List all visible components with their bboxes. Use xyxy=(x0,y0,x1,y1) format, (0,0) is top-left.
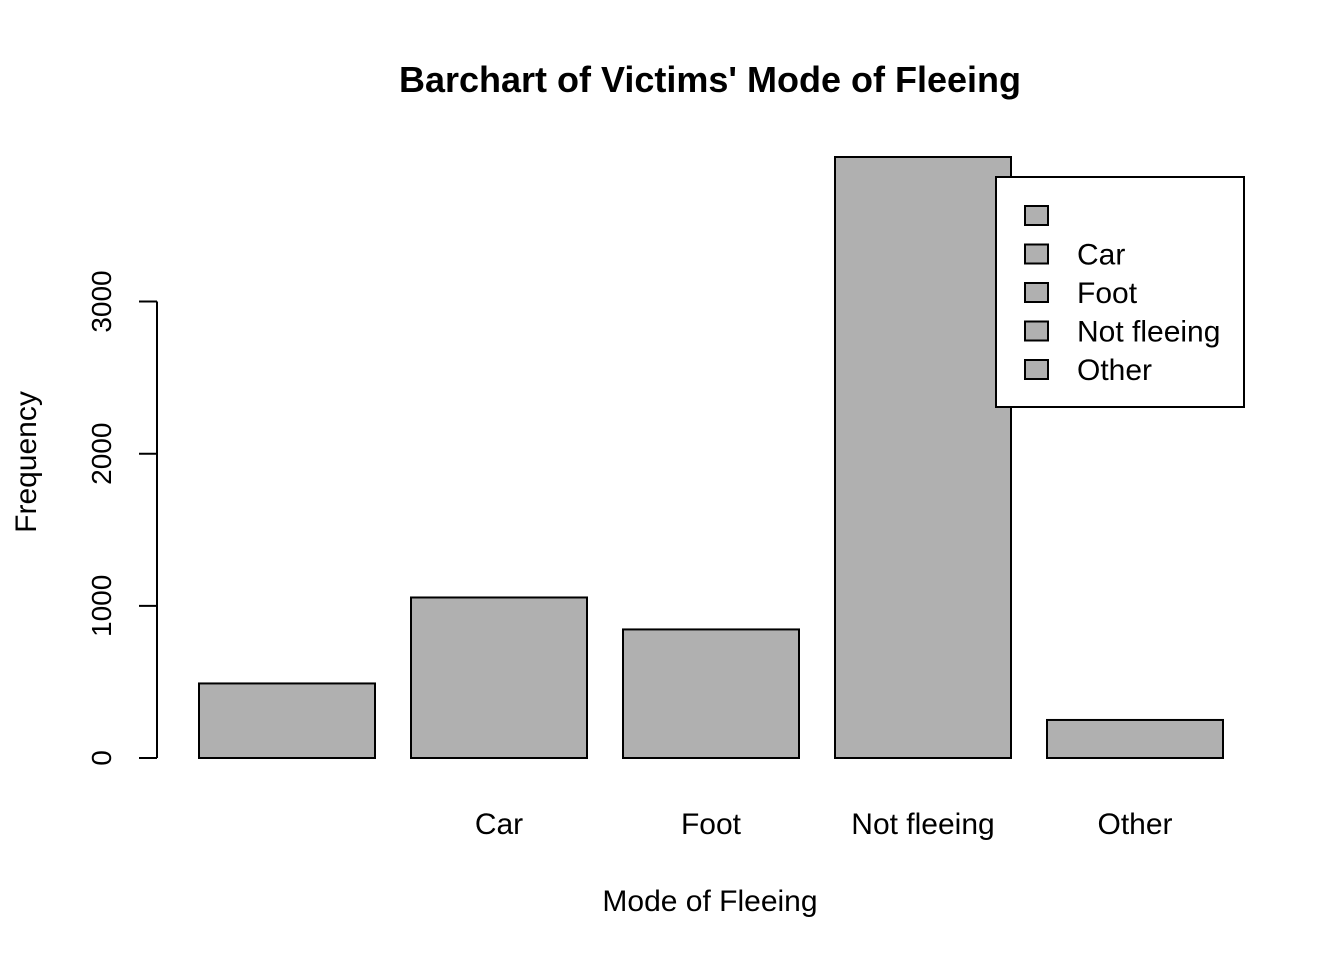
legend-swatch xyxy=(1024,320,1049,342)
y-axis: 0 1000 2000 3000 xyxy=(86,270,158,766)
legend: Car Foot Not fleeing Other xyxy=(995,176,1245,408)
bars-group xyxy=(198,156,1224,760)
legend-label: Not fleeing xyxy=(1077,316,1220,349)
x-tick-label: Car xyxy=(475,808,523,841)
legend-label: Foot xyxy=(1077,277,1138,310)
legend-swatch xyxy=(1024,282,1049,303)
y-tick-label: 1000 xyxy=(86,575,117,637)
y-tick-label: 0 xyxy=(86,750,117,766)
legend-label: Other xyxy=(1077,354,1152,387)
x-tick-label: Not fleeing xyxy=(851,808,994,841)
y-tick-label: 2000 xyxy=(86,423,117,485)
y-tick-label: 3000 xyxy=(86,270,117,332)
legend-label: Car xyxy=(1077,239,1125,272)
legend-swatch xyxy=(1024,359,1049,380)
x-axis-label: Mode of Fleeing xyxy=(602,885,817,918)
bar-blank xyxy=(198,682,376,759)
bar-foot xyxy=(622,628,800,759)
x-tick-label: Other xyxy=(1097,808,1172,841)
bar-car xyxy=(410,596,588,759)
bar-other xyxy=(1046,718,1224,760)
legend-swatch xyxy=(1024,243,1049,265)
y-axis-label: Frequency xyxy=(10,391,43,533)
legend-swatch xyxy=(1024,205,1049,226)
bar-not-fleeing xyxy=(834,156,1012,759)
chart-title: Barchart of Victims' Mode of Fleeing xyxy=(399,59,1021,100)
x-category-labels: Car Foot Not fleeing Other xyxy=(475,808,1173,841)
x-tick-label: Foot xyxy=(681,808,742,841)
